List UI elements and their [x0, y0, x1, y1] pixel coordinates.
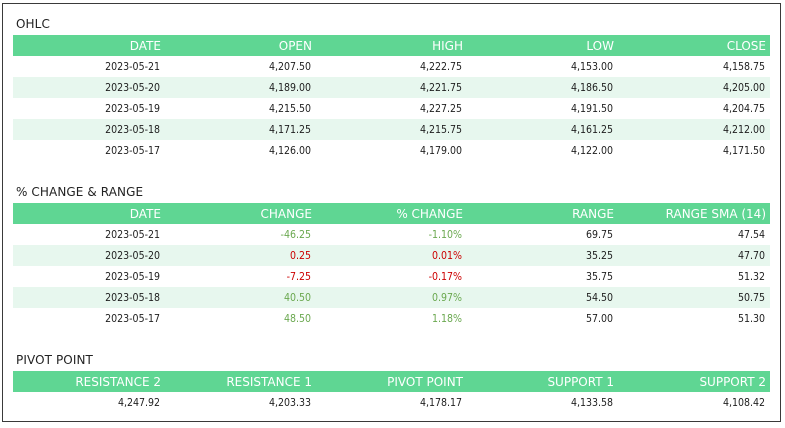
table-row: 2023-05-21 4,207.50 4,222.75 4,153.00 4,…: [13, 56, 770, 77]
change-cell-change: -7.25: [286, 270, 311, 283]
pivot-header-support-2: SUPPORT 2: [618, 371, 770, 392]
table-row: 2023-05-21 -46.25 -1.10% 69.75 47.54: [13, 224, 770, 245]
ohlc-cell-date: 2023-05-18: [13, 119, 165, 140]
pivot-cell-resistance-1: 4,203.33: [268, 396, 311, 409]
change-section-title: % CHANGE & RANGE: [16, 185, 144, 199]
change-cell-range: 35.75: [585, 270, 613, 283]
change-cell-pct-change: -1.10%: [428, 228, 462, 241]
ohlc-cell-high: 4,221.75: [316, 77, 467, 98]
ohlc-cell-date: 2023-05-17: [105, 144, 160, 157]
change-cell-range: 69.75: [585, 228, 613, 241]
change-cell-pct-change: 1.18%: [431, 312, 462, 325]
change-header-change: CHANGE: [165, 203, 316, 224]
ohlc-header-row: DATE OPEN HIGH LOW CLOSE: [13, 35, 770, 56]
ohlc-cell-high: 4,222.75: [419, 60, 462, 73]
change-cell-range: 54.50: [467, 287, 618, 308]
ohlc-cell-date: 2023-05-20: [13, 77, 165, 98]
ohlc-cell-low: 4,186.50: [467, 77, 618, 98]
ohlc-table: DATE OPEN HIGH LOW CLOSE 2023-05-21 4,20…: [13, 35, 770, 161]
ohlc-cell-open: 4,126.00: [268, 144, 311, 157]
change-cell-pct-change: 0.01%: [316, 245, 467, 266]
table-row: 2023-05-17 48.50 1.18% 57.00 51.30: [13, 308, 770, 329]
ohlc-header-close: CLOSE: [618, 35, 770, 56]
change-header-pct-change: % CHANGE: [316, 203, 467, 224]
change-cell-date: 2023-05-21: [105, 228, 160, 241]
change-header-range: RANGE: [467, 203, 618, 224]
table-row: 2023-05-18 4,171.25 4,215.75 4,161.25 4,…: [13, 119, 770, 140]
table-row: 2023-05-20 4,189.00 4,221.75 4,186.50 4,…: [13, 77, 770, 98]
pivot-table: RESISTANCE 2 RESISTANCE 1 PIVOT POINT SU…: [13, 371, 770, 413]
ohlc-cell-close: 4,204.75: [722, 102, 765, 115]
change-cell-range: 35.25: [467, 245, 618, 266]
ohlc-cell-date: 2023-05-19: [105, 102, 160, 115]
change-header-date: DATE: [13, 203, 165, 224]
ohlc-cell-close: 4,212.00: [618, 119, 770, 140]
ohlc-cell-low: 4,153.00: [570, 60, 613, 73]
change-cell-date: 2023-05-20: [13, 245, 165, 266]
pivot-header-resistance-1: RESISTANCE 1: [165, 371, 316, 392]
ohlc-cell-high: 4,227.25: [419, 102, 462, 115]
change-cell-change: 48.50: [283, 312, 311, 325]
table-row: 2023-05-19 4,215.50 4,227.25 4,191.50 4,…: [13, 98, 770, 119]
ohlc-cell-high: 4,215.75: [316, 119, 467, 140]
ohlc-cell-high: 4,179.00: [419, 144, 462, 157]
change-cell-change: 0.25: [165, 245, 316, 266]
change-table: DATE CHANGE % CHANGE RANGE RANGE SMA (14…: [13, 203, 770, 329]
ohlc-cell-close: 4,158.75: [722, 60, 765, 73]
ohlc-cell-low: 4,122.00: [570, 144, 613, 157]
change-header-range-sma: RANGE SMA (14): [618, 203, 770, 224]
ohlc-header-high: HIGH: [316, 35, 467, 56]
change-cell-date: 2023-05-17: [105, 312, 160, 325]
pivot-cell-support-1: 4,133.58: [570, 396, 613, 409]
ohlc-header-date: DATE: [13, 35, 165, 56]
ohlc-cell-low: 4,191.50: [570, 102, 613, 115]
change-cell-pct-change: 0.97%: [316, 287, 467, 308]
table-row: 2023-05-20 0.25 0.01% 35.25 47.70: [13, 245, 770, 266]
pivot-header-row: RESISTANCE 2 RESISTANCE 1 PIVOT POINT SU…: [13, 371, 770, 392]
table-row: 2023-05-17 4,126.00 4,179.00 4,122.00 4,…: [13, 140, 770, 161]
pivot-header-pivot-point: PIVOT POINT: [316, 371, 467, 392]
table-row: 2023-05-18 40.50 0.97% 54.50 50.75: [13, 287, 770, 308]
ohlc-cell-date: 2023-05-21: [105, 60, 160, 73]
change-cell-range-sma: 50.75: [618, 287, 770, 308]
ohlc-cell-open: 4,207.50: [268, 60, 311, 73]
ohlc-section-title: OHLC: [16, 17, 50, 31]
ohlc-cell-close: 4,205.00: [618, 77, 770, 98]
change-cell-change: -46.25: [280, 228, 311, 241]
change-cell-pct-change: -0.17%: [428, 270, 462, 283]
table-row: 4,247.92 4,203.33 4,178.17 4,133.58 4,10…: [13, 392, 770, 413]
change-cell-range-sma: 51.32: [737, 270, 765, 283]
change-cell-range: 57.00: [585, 312, 613, 325]
change-header-row: DATE CHANGE % CHANGE RANGE RANGE SMA (14…: [13, 203, 770, 224]
pivot-header-support-1: SUPPORT 1: [467, 371, 618, 392]
change-cell-change: 40.50: [165, 287, 316, 308]
ohlc-cell-open: 4,215.50: [268, 102, 311, 115]
change-cell-range-sma: 51.30: [737, 312, 765, 325]
pivot-cell-resistance-2: 4,247.92: [117, 396, 160, 409]
pivot-header-resistance-2: RESISTANCE 2: [13, 371, 165, 392]
change-cell-date: 2023-05-19: [105, 270, 160, 283]
table-row: 2023-05-19 -7.25 -0.17% 35.75 51.32: [13, 266, 770, 287]
ohlc-header-open: OPEN: [165, 35, 316, 56]
ohlc-cell-low: 4,161.25: [467, 119, 618, 140]
ohlc-cell-open: 4,189.00: [165, 77, 316, 98]
pivot-cell-support-2: 4,108.42: [722, 396, 765, 409]
change-cell-date: 2023-05-18: [13, 287, 165, 308]
pivot-cell-pivot-point: 4,178.17: [419, 396, 462, 409]
pivot-section-title: PIVOT POINT: [16, 353, 93, 367]
ohlc-cell-close: 4,171.50: [722, 144, 765, 157]
ohlc-cell-open: 4,171.25: [165, 119, 316, 140]
change-cell-range-sma: 47.54: [737, 228, 765, 241]
ohlc-header-low: LOW: [467, 35, 618, 56]
change-cell-range-sma: 47.70: [618, 245, 770, 266]
